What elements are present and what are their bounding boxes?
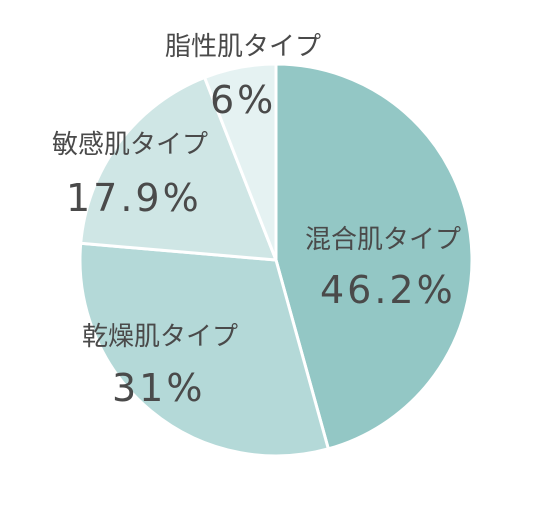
slice-label-sensitive: 敏感肌タイプ — [52, 130, 208, 160]
slice-value-dry: 31% — [112, 366, 205, 410]
slice-sensitive — [79, 75, 278, 262]
pie-slices — [78, 62, 474, 458]
slice-value-sensitive: 17.9% — [66, 176, 202, 220]
slice-oily — [203, 62, 278, 262]
slice-value-mixed: 46.2% — [320, 268, 456, 312]
slice-label-mixed: 混合肌タイプ — [305, 225, 461, 255]
slice-dry — [78, 241, 330, 458]
slice-label-dry: 乾燥肌タイプ — [82, 322, 238, 352]
slice-mixed — [274, 62, 474, 451]
slice-value-oily: 6% — [210, 78, 276, 122]
pie-labels: 混合肌タイプ 46.2% 乾燥肌タイプ 31% 敏感肌タイプ 17.9% 脂性肌… — [52, 32, 461, 410]
slice-label-oily: 脂性肌タイプ — [165, 32, 321, 62]
